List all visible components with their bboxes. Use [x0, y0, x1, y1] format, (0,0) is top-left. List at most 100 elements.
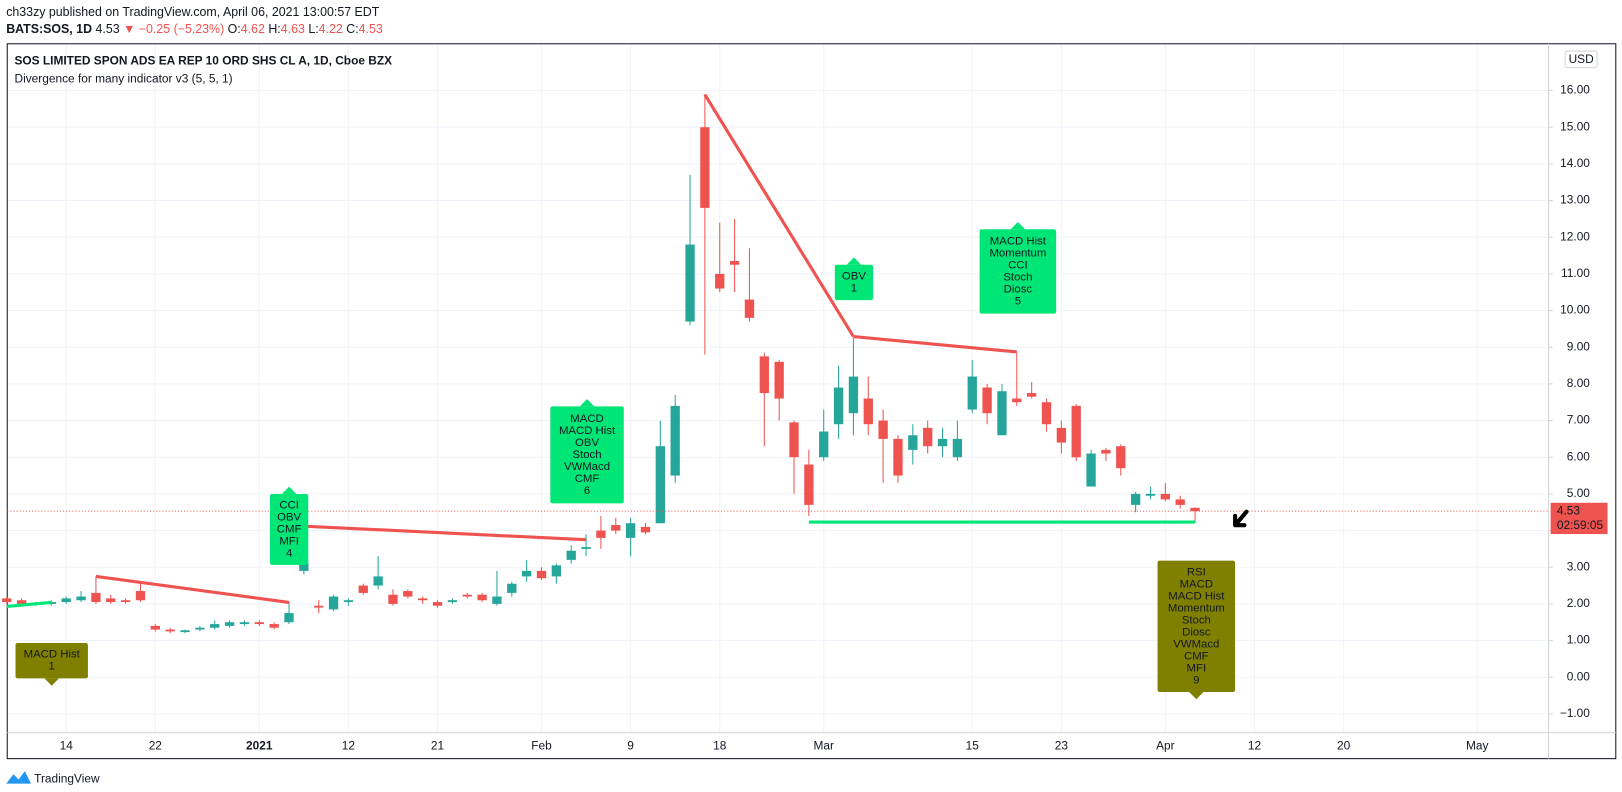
annotation-text: CCI — [1008, 259, 1028, 271]
candle-body — [982, 387, 992, 414]
annotation-pointer — [1189, 691, 1204, 700]
candle-body — [640, 526, 651, 533]
c-value: 4.53 — [359, 22, 383, 36]
c-label: C: — [346, 22, 358, 36]
annotation-pointer — [846, 257, 862, 265]
divergence-line — [853, 335, 1017, 354]
candle-body — [1160, 493, 1170, 500]
candle-body — [848, 376, 859, 414]
annotation-text: 4 — [286, 547, 293, 559]
annotation-text: 1 — [49, 661, 55, 673]
y-tick-label: 14.00 — [1560, 156, 1590, 170]
y-tick-label: 8.00 — [1567, 376, 1591, 390]
annotation-box — [269, 493, 309, 565]
candle-body — [715, 273, 725, 289]
candle-body — [477, 594, 487, 601]
candle-body — [997, 391, 1007, 436]
symbol-line: BATS:SOS, 1D 4.53 ▼ −0.25 (−5.23%) O:4.6… — [6, 22, 383, 36]
annotation-pointer — [1010, 221, 1026, 230]
annotation-box — [834, 264, 874, 301]
y-tick-label: 11.00 — [1561, 266, 1590, 280]
candle-body — [150, 625, 160, 630]
x-tick-label: 12 — [1248, 738, 1262, 752]
candle-body — [833, 387, 844, 425]
y-tick-label: 9.00 — [1567, 339, 1591, 353]
countdown: 02:59:05 — [1557, 518, 1604, 532]
symbol: BATS:SOS, 1D — [6, 22, 92, 36]
x-tick-label: 22 — [149, 738, 163, 752]
candle-body — [1071, 405, 1081, 458]
candle-body — [1116, 446, 1126, 469]
price-label-box — [1550, 502, 1608, 535]
candle-body — [1130, 493, 1141, 505]
candle-body — [744, 299, 755, 318]
candle-body — [1027, 393, 1037, 397]
candle-body — [432, 602, 443, 606]
candle-body — [195, 627, 205, 630]
candle-body — [655, 446, 665, 524]
h-value: 4.63 — [281, 22, 305, 36]
annotation-text: 6 — [584, 485, 590, 497]
candle-body — [254, 622, 264, 625]
annotation-text: VWMacd — [1173, 638, 1219, 650]
y-tick-label: 10.00 — [1560, 303, 1590, 317]
y-tick-label: 16.00 — [1560, 83, 1590, 97]
candle-body — [210, 624, 220, 628]
candle-body — [299, 563, 309, 571]
candle-body — [952, 438, 963, 458]
candle-body — [611, 525, 621, 531]
x-tick-label: 2021 — [246, 738, 273, 752]
annotation-text: Momentum — [1168, 602, 1225, 614]
candle-body — [759, 356, 769, 394]
annotation-text: MACD Hist — [24, 649, 81, 661]
y-tick-label: 3.00 — [1567, 559, 1591, 573]
candle-body — [1101, 449, 1111, 454]
candle-body — [16, 600, 27, 604]
candle-body — [224, 622, 235, 626]
candle-body — [462, 594, 472, 597]
x-tick-label: 14 — [60, 738, 74, 752]
publisher-line: ch33zy published on TradingView.com, Apr… — [6, 5, 380, 19]
annotation-text: 9 — [1193, 674, 1199, 686]
annotation-text: 5 — [1015, 295, 1021, 307]
price-label: 4.53 — [1557, 503, 1581, 517]
logo-icon — [6, 771, 32, 784]
annotation-pointer — [44, 678, 59, 686]
y-tick-label: 15.00 — [1560, 119, 1590, 133]
x-tick-label: Mar — [813, 738, 834, 752]
annotation-text: MACD Hist — [990, 236, 1047, 248]
candle-body — [908, 435, 918, 450]
annotation-box — [550, 406, 624, 504]
currency: USD — [1569, 52, 1594, 66]
candle-body — [923, 427, 933, 447]
x-tick-label: 20 — [1337, 738, 1351, 752]
candle-body — [76, 596, 86, 601]
annotation-text: CMF — [277, 523, 302, 535]
candle-body — [1145, 493, 1156, 496]
candle-body — [61, 598, 71, 603]
x-tick-label: Apr — [1156, 738, 1175, 752]
annotation-text: MFI — [279, 535, 299, 547]
y-tick-label: −1.00 — [1560, 706, 1590, 720]
candle-body — [314, 605, 324, 608]
candle-body — [729, 261, 740, 265]
candle-body — [507, 583, 517, 593]
annotation-text: MACD Hist — [1168, 590, 1225, 602]
chart-title: SOS LIMITED SPON ADS EA REP 10 ORD SHS C… — [14, 54, 392, 68]
y-tick-label: 2.00 — [1567, 596, 1591, 610]
candle-body — [625, 523, 636, 538]
annotation-box — [979, 229, 1057, 314]
l-value: 4.22 — [319, 22, 343, 36]
candle-body — [863, 398, 873, 425]
annotation-text: MACD — [570, 413, 603, 425]
candle-body — [1041, 402, 1052, 425]
candle-body — [269, 624, 279, 628]
candle-body — [551, 565, 562, 577]
annotation-text: Stoch — [1182, 614, 1211, 626]
candle-body — [165, 629, 175, 632]
